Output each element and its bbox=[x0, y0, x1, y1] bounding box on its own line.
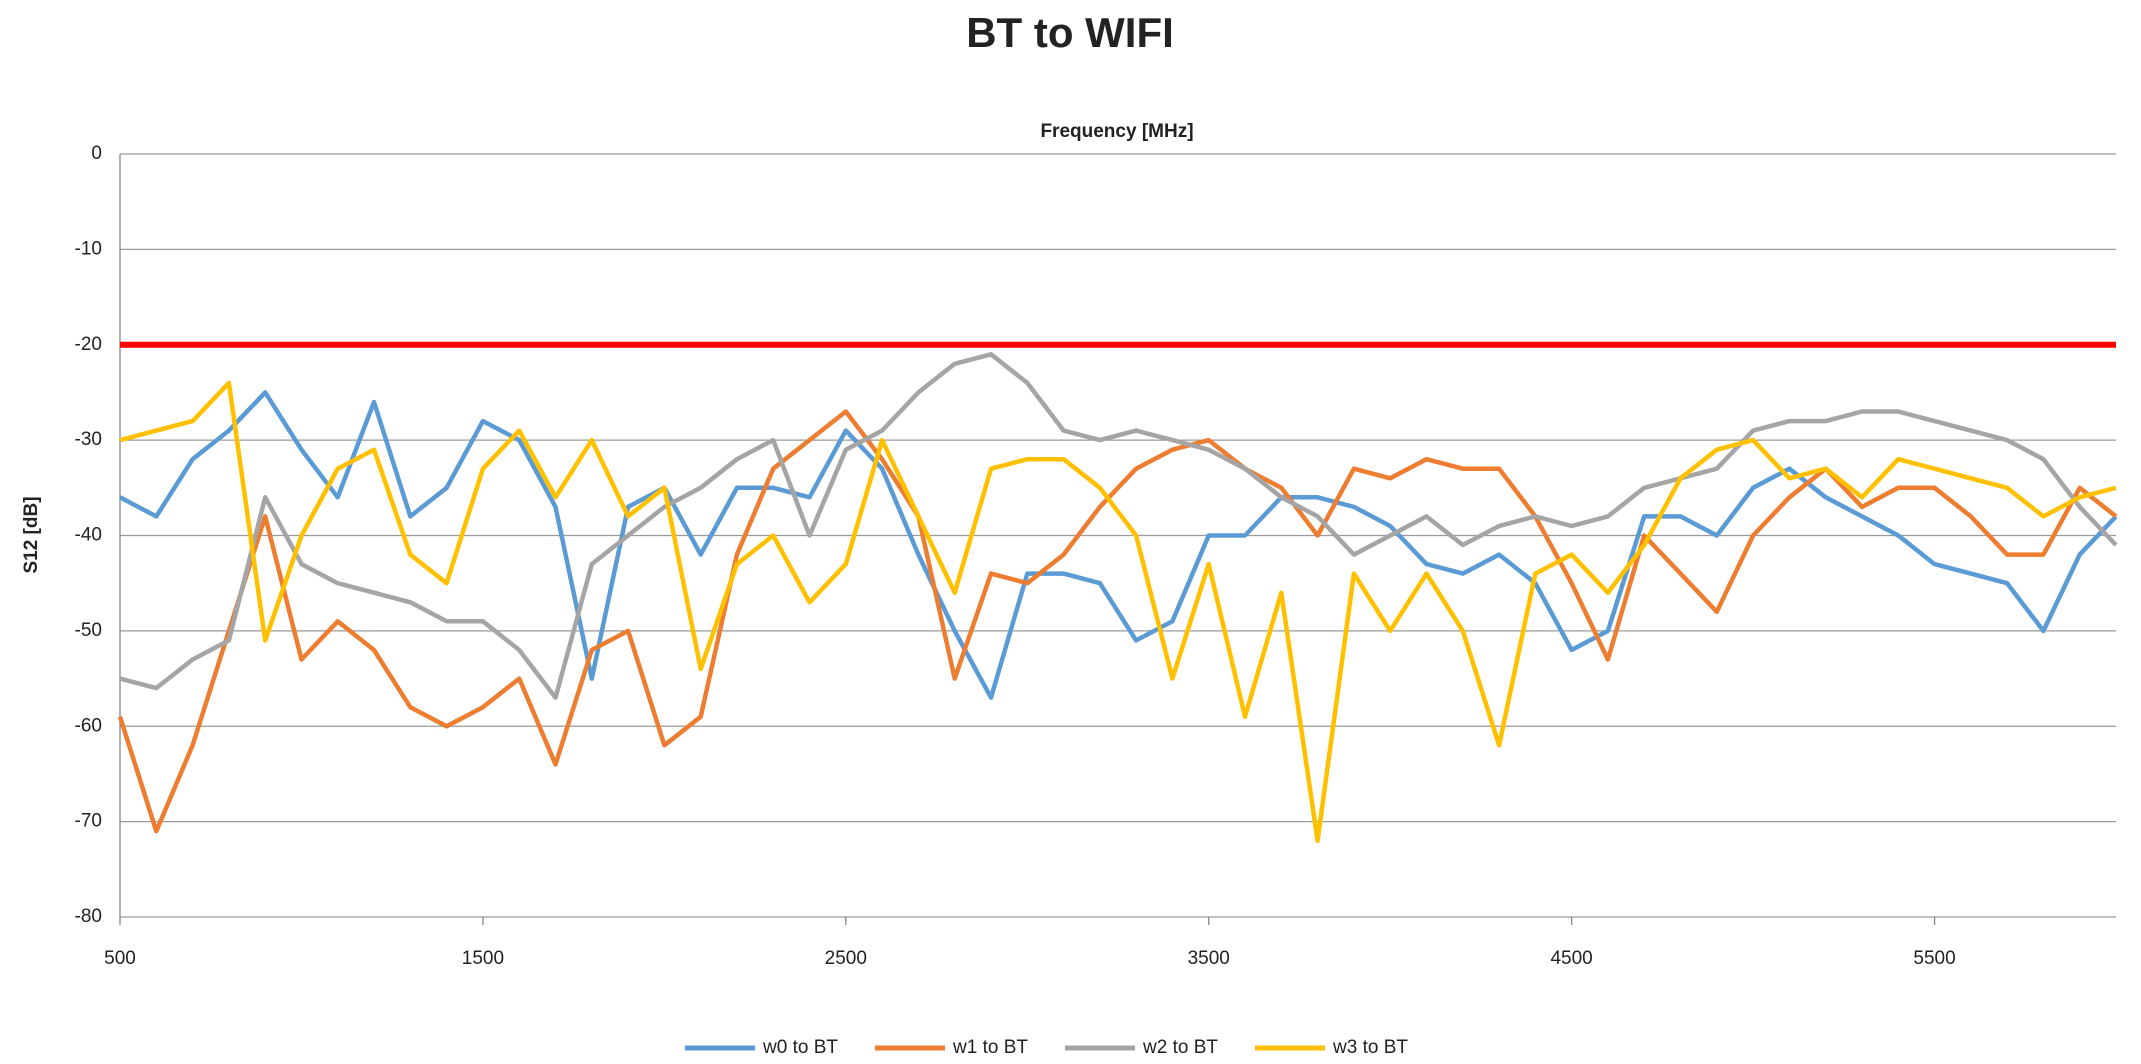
y-tick-label: -30 bbox=[75, 429, 102, 450]
series-line bbox=[117, 409, 2118, 834]
x-tick-label: 1500 bbox=[462, 948, 504, 969]
y-tick-label: -10 bbox=[75, 238, 102, 259]
x-tick-label: 2500 bbox=[825, 948, 867, 969]
legend-label: w2 to BT bbox=[1142, 1037, 1218, 1058]
y-tick-label: -50 bbox=[75, 620, 102, 641]
legend-label: w0 to BT bbox=[762, 1037, 838, 1058]
x-axis-label: Frequency [MHz] bbox=[1040, 121, 1193, 142]
x-tick-label: 5500 bbox=[1913, 948, 1955, 969]
y-tick-label: -20 bbox=[75, 334, 102, 355]
x-tick-label: 3500 bbox=[1188, 948, 1230, 969]
x-tick-label: 4500 bbox=[1550, 948, 1592, 969]
y-tick-label: 0 bbox=[91, 143, 102, 164]
legend-label: w3 to BT bbox=[1332, 1037, 1408, 1058]
y-tick-label: -70 bbox=[75, 811, 102, 832]
chart-title: BT to WIFI bbox=[966, 9, 1174, 56]
series-line bbox=[119, 352, 2118, 700]
series-line bbox=[118, 390, 2118, 700]
series-line bbox=[119, 380, 2117, 843]
y-tick-label: -60 bbox=[75, 715, 102, 736]
y-tick-label: -40 bbox=[75, 525, 102, 546]
y-axis-label: S12 [dB] bbox=[21, 496, 42, 573]
y-tick-label: -80 bbox=[75, 906, 102, 927]
legend-label: w1 to BT bbox=[952, 1037, 1028, 1058]
x-tick-label: 500 bbox=[104, 948, 136, 969]
